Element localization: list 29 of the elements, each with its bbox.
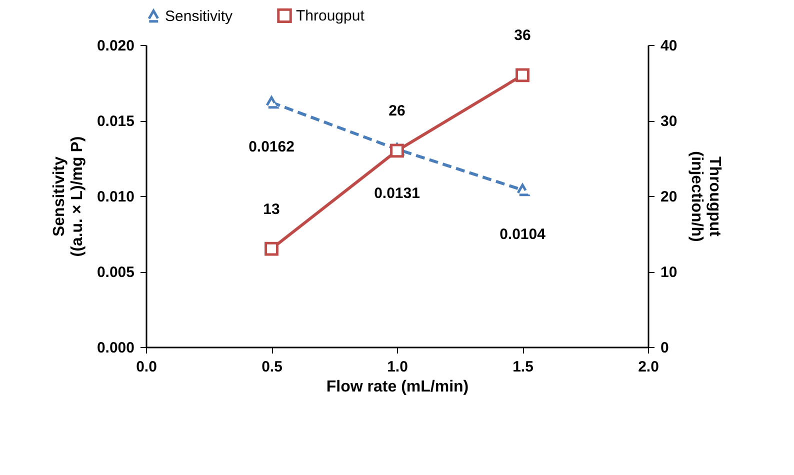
data-label: 0.0104 bbox=[500, 226, 546, 243]
data-label: 26 bbox=[388, 102, 406, 120]
legend-label: Sensitivity bbox=[165, 8, 234, 26]
x-tick-label: 0.0 bbox=[136, 358, 157, 376]
data-label: 0.0131 bbox=[374, 185, 420, 202]
y2-tick-label: 40 bbox=[660, 38, 678, 54]
y-tick-label: 0.015 bbox=[96, 113, 134, 130]
x-tick-label: 2.0 bbox=[638, 358, 659, 376]
legend-label: Througput bbox=[296, 8, 366, 25]
data-label: 0.0162 bbox=[248, 138, 294, 156]
y-tick-label: 0.020 bbox=[96, 38, 134, 54]
y2-tick-label: 30 bbox=[660, 113, 678, 130]
x-tick-label: 1.5 bbox=[512, 358, 534, 376]
y-tick-label: 0.010 bbox=[96, 188, 134, 206]
x-tick-label: 0.5 bbox=[262, 358, 282, 376]
y2-tick-label: 0 bbox=[660, 340, 669, 356]
y-tick-label: 0.000 bbox=[96, 340, 134, 356]
point bbox=[516, 68, 530, 82]
point bbox=[264, 242, 278, 256]
x-axis-title: Flow rate (mL/min) bbox=[326, 378, 469, 396]
y2-tick-label: 10 bbox=[660, 264, 678, 281]
y-tick-label: 0.005 bbox=[96, 264, 134, 281]
y-axis-title: Sensitivity ((a.u. × L)/mg P) bbox=[50, 136, 86, 257]
point bbox=[390, 144, 404, 158]
y2-axis-title: Througput (injection/h) bbox=[688, 151, 724, 242]
y2-tick-label: 20 bbox=[660, 188, 678, 206]
data-label: 13 bbox=[263, 200, 280, 218]
x-tick-label: 1.0 bbox=[387, 358, 408, 376]
data-label: 36 bbox=[514, 27, 531, 44]
